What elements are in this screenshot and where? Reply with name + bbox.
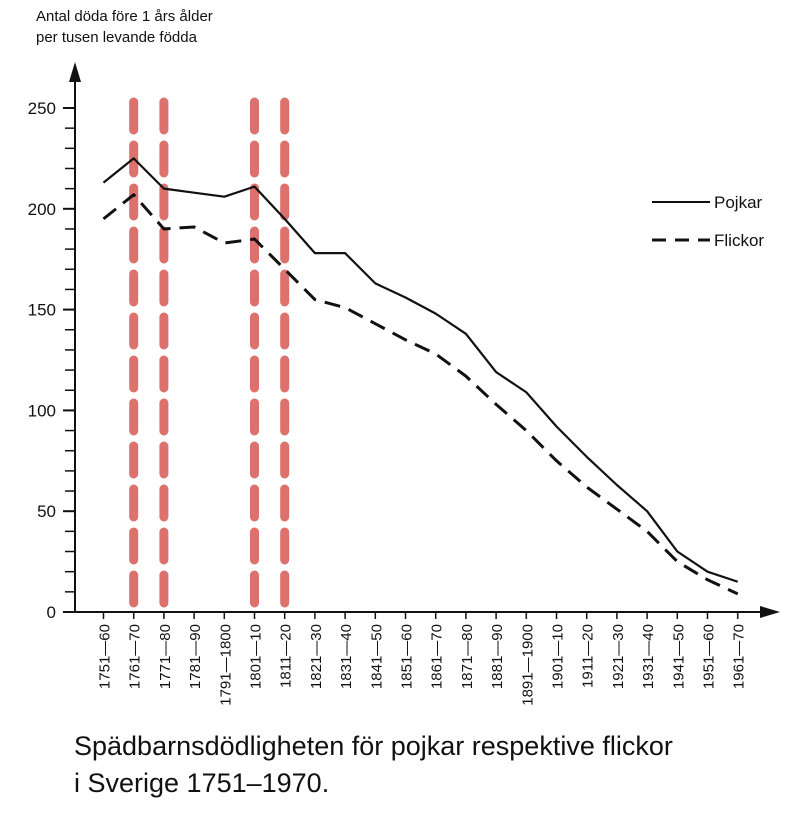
x-tick-label: 1811—20 (278, 624, 295, 688)
x-tick-label: 1881—90 (489, 624, 506, 689)
y-tick-label: 200 (28, 200, 56, 219)
y-tick-label: 0 (47, 603, 56, 622)
x-tick-label: 1891—1900 (519, 624, 536, 706)
x-tick-label: 1781—90 (187, 624, 204, 689)
legend-label-flickor: Flickor (714, 231, 764, 250)
x-tick-label: 1921—30 (610, 624, 627, 689)
x-tick-label: 1801—10 (248, 624, 265, 689)
x-tick-label: 1951—60 (701, 624, 718, 689)
y-tick-label: 100 (28, 401, 56, 420)
x-tick-label: 1831—40 (338, 624, 355, 689)
x-tick-label: 1771—80 (157, 624, 174, 689)
legend-label-pojkar: Pojkar (714, 193, 763, 212)
x-tick-label: 1821—30 (308, 624, 325, 689)
y-tick-label: 150 (28, 301, 56, 320)
y-tick-label: 50 (37, 502, 56, 521)
line-chart: 0 50 100 150 200 250 1751—60 1761—70 1771—80 1781… (28, 62, 780, 706)
series-line-pojkar (102, 157, 739, 583)
y-axis-label: Antal döda före 1 års ålder per tusen le… (36, 8, 213, 46)
series-line-flickor (102, 193, 739, 596)
x-tick-label: 1931—40 (640, 624, 657, 689)
y-tick-label: 250 (28, 99, 56, 118)
x-tick-label: 1861—70 (429, 624, 446, 689)
y-axis-arrow (69, 62, 81, 82)
x-tick-label: 1901—10 (550, 624, 567, 689)
caption-line2: i Sverige 1751–1970. (74, 768, 330, 798)
x-tick-label: 1841—50 (368, 624, 385, 689)
x-tick-label: 1751—60 (97, 624, 114, 689)
x-tick-label: 1851—60 (399, 624, 416, 689)
chart-caption: Spädbarnsdödligheten för pojkar respekti… (74, 728, 673, 802)
x-tick-label: 1791—1800 (217, 624, 234, 706)
x-tick-label: 1961—70 (731, 624, 748, 689)
caption-line1: Spädbarnsdödligheten för pojkar respekti… (74, 731, 673, 761)
y-axis-label-line1: Antal döda före 1 års ålder (36, 8, 213, 25)
x-tick-label: 1941—50 (670, 624, 687, 689)
x-axis-arrow (760, 606, 780, 618)
x-tick-label: 1761—70 (127, 624, 144, 689)
legend: Pojkar Flickor (652, 193, 764, 250)
x-tick-label: 1911—20 (580, 624, 597, 688)
y-axis-label-line2: per tusen levande födda (36, 29, 197, 46)
x-tick-label: 1871—80 (459, 624, 476, 689)
